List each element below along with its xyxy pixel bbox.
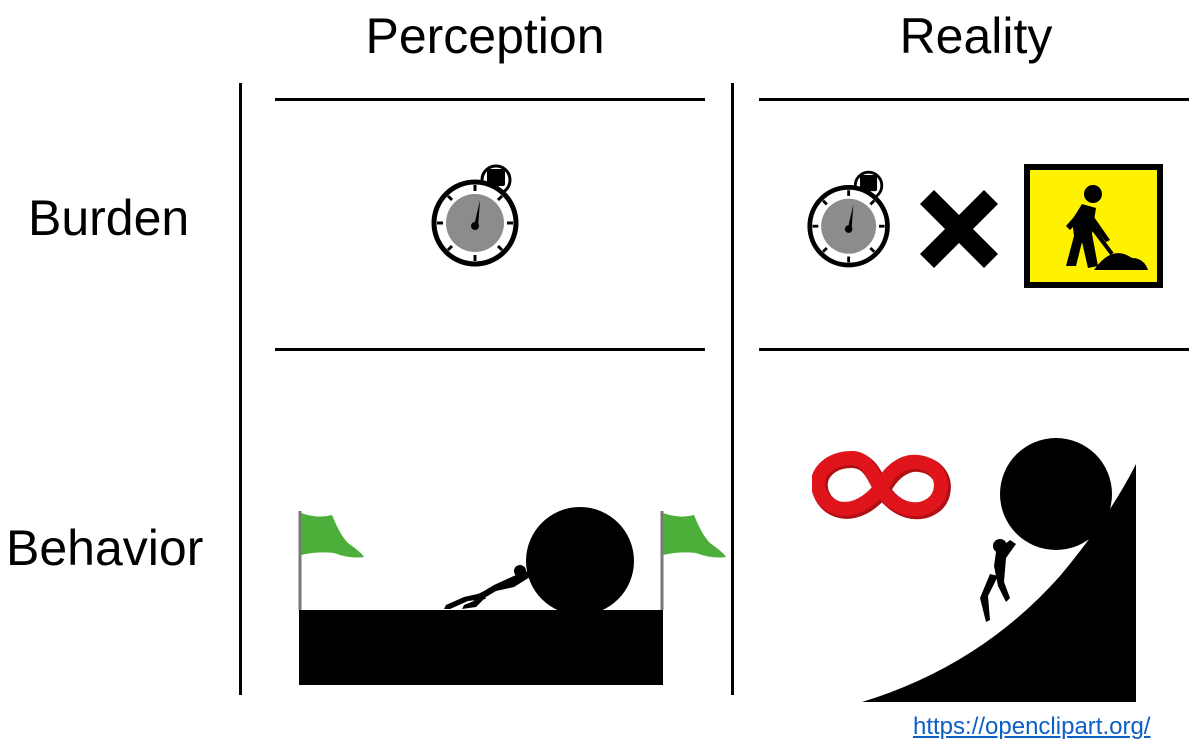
divider-mid-perception — [275, 348, 705, 351]
column-header-perception: Perception — [365, 8, 605, 64]
row-header-burden: Burden — [28, 190, 190, 246]
flag-icon — [298, 511, 364, 610]
stopwatch-icon — [807, 170, 890, 268]
stopwatch-icon — [431, 164, 519, 267]
multiply-icon — [920, 190, 998, 268]
roadwork-sign-icon — [1024, 164, 1163, 288]
flag-icon — [660, 511, 726, 610]
divider-mid-reality — [759, 348, 1189, 351]
column-header-reality: Reality — [899, 8, 1053, 64]
divider-middle — [731, 83, 734, 695]
source-link[interactable]: https://openclipart.org/ — [913, 713, 1151, 740]
divider-top-reality — [759, 98, 1189, 101]
divider-left — [239, 83, 242, 695]
infinity-icon — [812, 450, 951, 520]
person-pushing-boulder-icon — [444, 565, 530, 609]
uphill-slope-icon — [862, 464, 1136, 702]
person-pushing-boulder-uphill-icon — [980, 539, 1016, 622]
flat-ground-icon — [299, 610, 663, 685]
reality-behavior-scene — [862, 438, 1136, 702]
divider-top-perception — [275, 98, 705, 101]
perception-behavior-scene — [298, 507, 726, 685]
row-header-behavior: Behavior — [6, 520, 204, 576]
